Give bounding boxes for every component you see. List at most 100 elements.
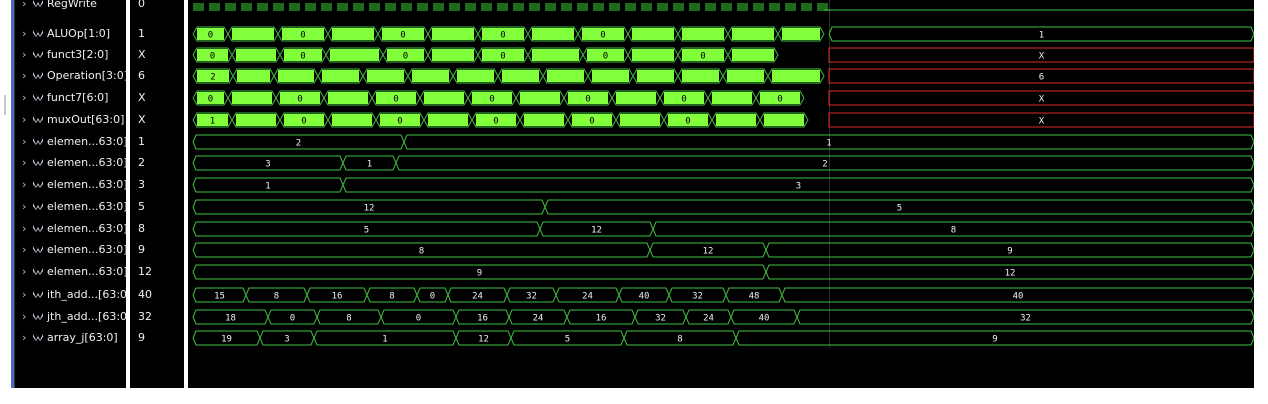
chevron-right-icon[interactable]: › (22, 310, 27, 323)
signal-name-row[interactable]: › muxOut[63:0] (14, 110, 126, 130)
signal-name-row[interactable]: › elemen...63:0] (14, 219, 126, 239)
wave-value-label: 0 (685, 117, 690, 127)
chevron-right-icon[interactable]: › (22, 135, 27, 148)
signal-name-row[interactable]: › elemen...63:0] (14, 197, 126, 217)
chevron-right-icon[interactable]: › (22, 27, 27, 40)
wave-value-label: 0 (416, 314, 421, 324)
chevron-right-icon[interactable]: › (22, 156, 27, 169)
signal-name-row[interactable]: › ALUOp[1:0] (14, 24, 126, 44)
signal-value-row: X (130, 88, 184, 108)
signal-name-row[interactable]: › array_j[63:0] (14, 328, 126, 348)
regwrite-waveform (193, 3, 1254, 11)
dense-transition-block (547, 70, 584, 82)
left-resize-handle[interactable] (4, 95, 6, 115)
unknown-value-segment (828, 112, 1254, 128)
wave-value-label: 9 (1007, 247, 1012, 257)
chevron-right-icon[interactable]: › (22, 288, 27, 301)
signal-value-row: 5 (130, 197, 184, 217)
signal-value: 9 (138, 331, 145, 344)
wave-value-label: 24 (533, 314, 544, 324)
waveform-row[interactable]: 8 12 9 (188, 240, 1254, 260)
signal-value: 1 (138, 27, 145, 40)
chevron-right-icon[interactable]: › (22, 331, 27, 344)
chevron-right-icon[interactable]: › (22, 0, 27, 10)
wave-value-label: 0 (290, 314, 295, 324)
signal-name-row[interactable]: › elemen...63:0] (14, 262, 126, 282)
dense-transition-block (432, 28, 474, 40)
signal-name-row[interactable]: › funct7[6:0] (14, 88, 126, 108)
waveform-panel[interactable]: 0 0 0 0 0 1 0 0 0 0 0 0 X 2 6 0 0 0 0 0 0 0 0 X 1 0 0 0 0 0 X 2 1 3 1 2 1 3 12… (188, 0, 1254, 388)
signal-value-row: 40 (130, 285, 184, 305)
waveform-row[interactable]: 19 3 1 12 5 8 9 (188, 328, 1254, 348)
bus-signal-icon (33, 138, 43, 145)
signal-name: elemen...63:0] (47, 135, 126, 148)
bus-signal-icon (33, 116, 43, 123)
chevron-right-icon[interactable]: › (22, 48, 27, 61)
wave-value-label: 12 (591, 226, 602, 236)
signal-name-row[interactable]: › elemen...63:0] (14, 153, 126, 173)
wave-value-label: 9 (477, 269, 482, 279)
wave-value-label: 24 (703, 314, 714, 324)
chevron-right-icon[interactable]: › (22, 113, 27, 126)
chevron-right-icon[interactable]: › (22, 222, 27, 235)
waveform-row[interactable]: 1 0 0 0 0 0 X (188, 110, 1254, 130)
dense-transition-block (632, 49, 674, 61)
chevron-right-icon[interactable]: › (22, 91, 27, 104)
waveform-row[interactable]: 0 0 0 0 0 0 0 0 X (188, 88, 1254, 108)
wave-value-label: 0 (208, 31, 213, 41)
bus-segment (767, 68, 825, 84)
signal-value: X (138, 113, 146, 126)
waveform-row[interactable]: 18 0 8 0 16 24 16 32 24 40 32 (188, 307, 1254, 327)
wave-value-label: 12 (1005, 269, 1016, 279)
chevron-right-icon[interactable]: › (22, 200, 27, 213)
signal-name-row[interactable]: › elemen...63:0] (14, 132, 126, 152)
chevron-right-icon[interactable]: › (22, 265, 27, 278)
unknown-value-segment (828, 47, 1254, 63)
wave-value-label: 0 (814, 95, 819, 105)
wave-value-label: 18 (225, 314, 236, 324)
signal-name-row[interactable]: › ith_add...[63:0] (14, 285, 126, 305)
dense-transition-block (232, 28, 274, 40)
wave-value-label: 1 (826, 139, 831, 149)
wave-value-label: 0 (589, 117, 594, 127)
bus-signal-icon (33, 291, 43, 298)
dense-transition-block (732, 28, 774, 40)
wave-value-label: 0 (500, 31, 505, 41)
wave-value-label: 8 (419, 247, 424, 257)
wave-value-label: X (1039, 52, 1045, 62)
chevron-right-icon[interactable]: › (22, 178, 27, 191)
waveform-row[interactable]: 3 1 2 (188, 153, 1254, 173)
signal-name: elemen...63:0] (47, 156, 126, 169)
dense-transition-block (682, 28, 724, 40)
signal-name-row[interactable]: › jth_add...[63:0 (14, 307, 126, 327)
waveform-row[interactable]: 5 12 8 (188, 219, 1254, 239)
signal-name-row[interactable]: › elemen...63:0] (14, 175, 126, 195)
wave-value-label: 0 (210, 52, 215, 62)
waveform-row[interactable]: 12 5 (188, 197, 1254, 217)
bus-segment (796, 309, 1254, 325)
wave-value-label: 8 (346, 314, 351, 324)
wave-value-label: 0 (393, 95, 398, 105)
signal-name-row[interactable]: › RegWrite (14, 0, 126, 14)
wave-value-label: 15 (214, 292, 225, 302)
signal-name-row[interactable]: › elemen...63:0] (14, 240, 126, 260)
dense-transition-block (387, 49, 424, 61)
waveform-row[interactable]: 0 0 0 0 0 0 X (188, 45, 1254, 65)
waveform-row[interactable]: 9 12 (188, 262, 1254, 282)
wave-value-label: 0 (297, 95, 302, 105)
signal-name-row[interactable]: › funct3[2:0] (14, 45, 126, 65)
signal-name-row[interactable]: › Operation[3:0] (14, 66, 126, 86)
waveform-row[interactable]: 0 0 0 0 0 1 (188, 24, 1254, 44)
waveform-row[interactable]: 15 8 16 8 0 24 32 24 40 32 48 40 (188, 285, 1254, 305)
chevron-right-icon[interactable]: › (22, 69, 27, 82)
dense-transition-block (620, 114, 660, 126)
wave-value-label: 3 (284, 335, 289, 345)
bus-segment (765, 264, 1254, 280)
bus-signal-icon (33, 313, 43, 320)
chevron-right-icon[interactable]: › (22, 243, 27, 256)
unknown-value-segment (828, 68, 1254, 84)
dense-transition-block (332, 28, 374, 40)
